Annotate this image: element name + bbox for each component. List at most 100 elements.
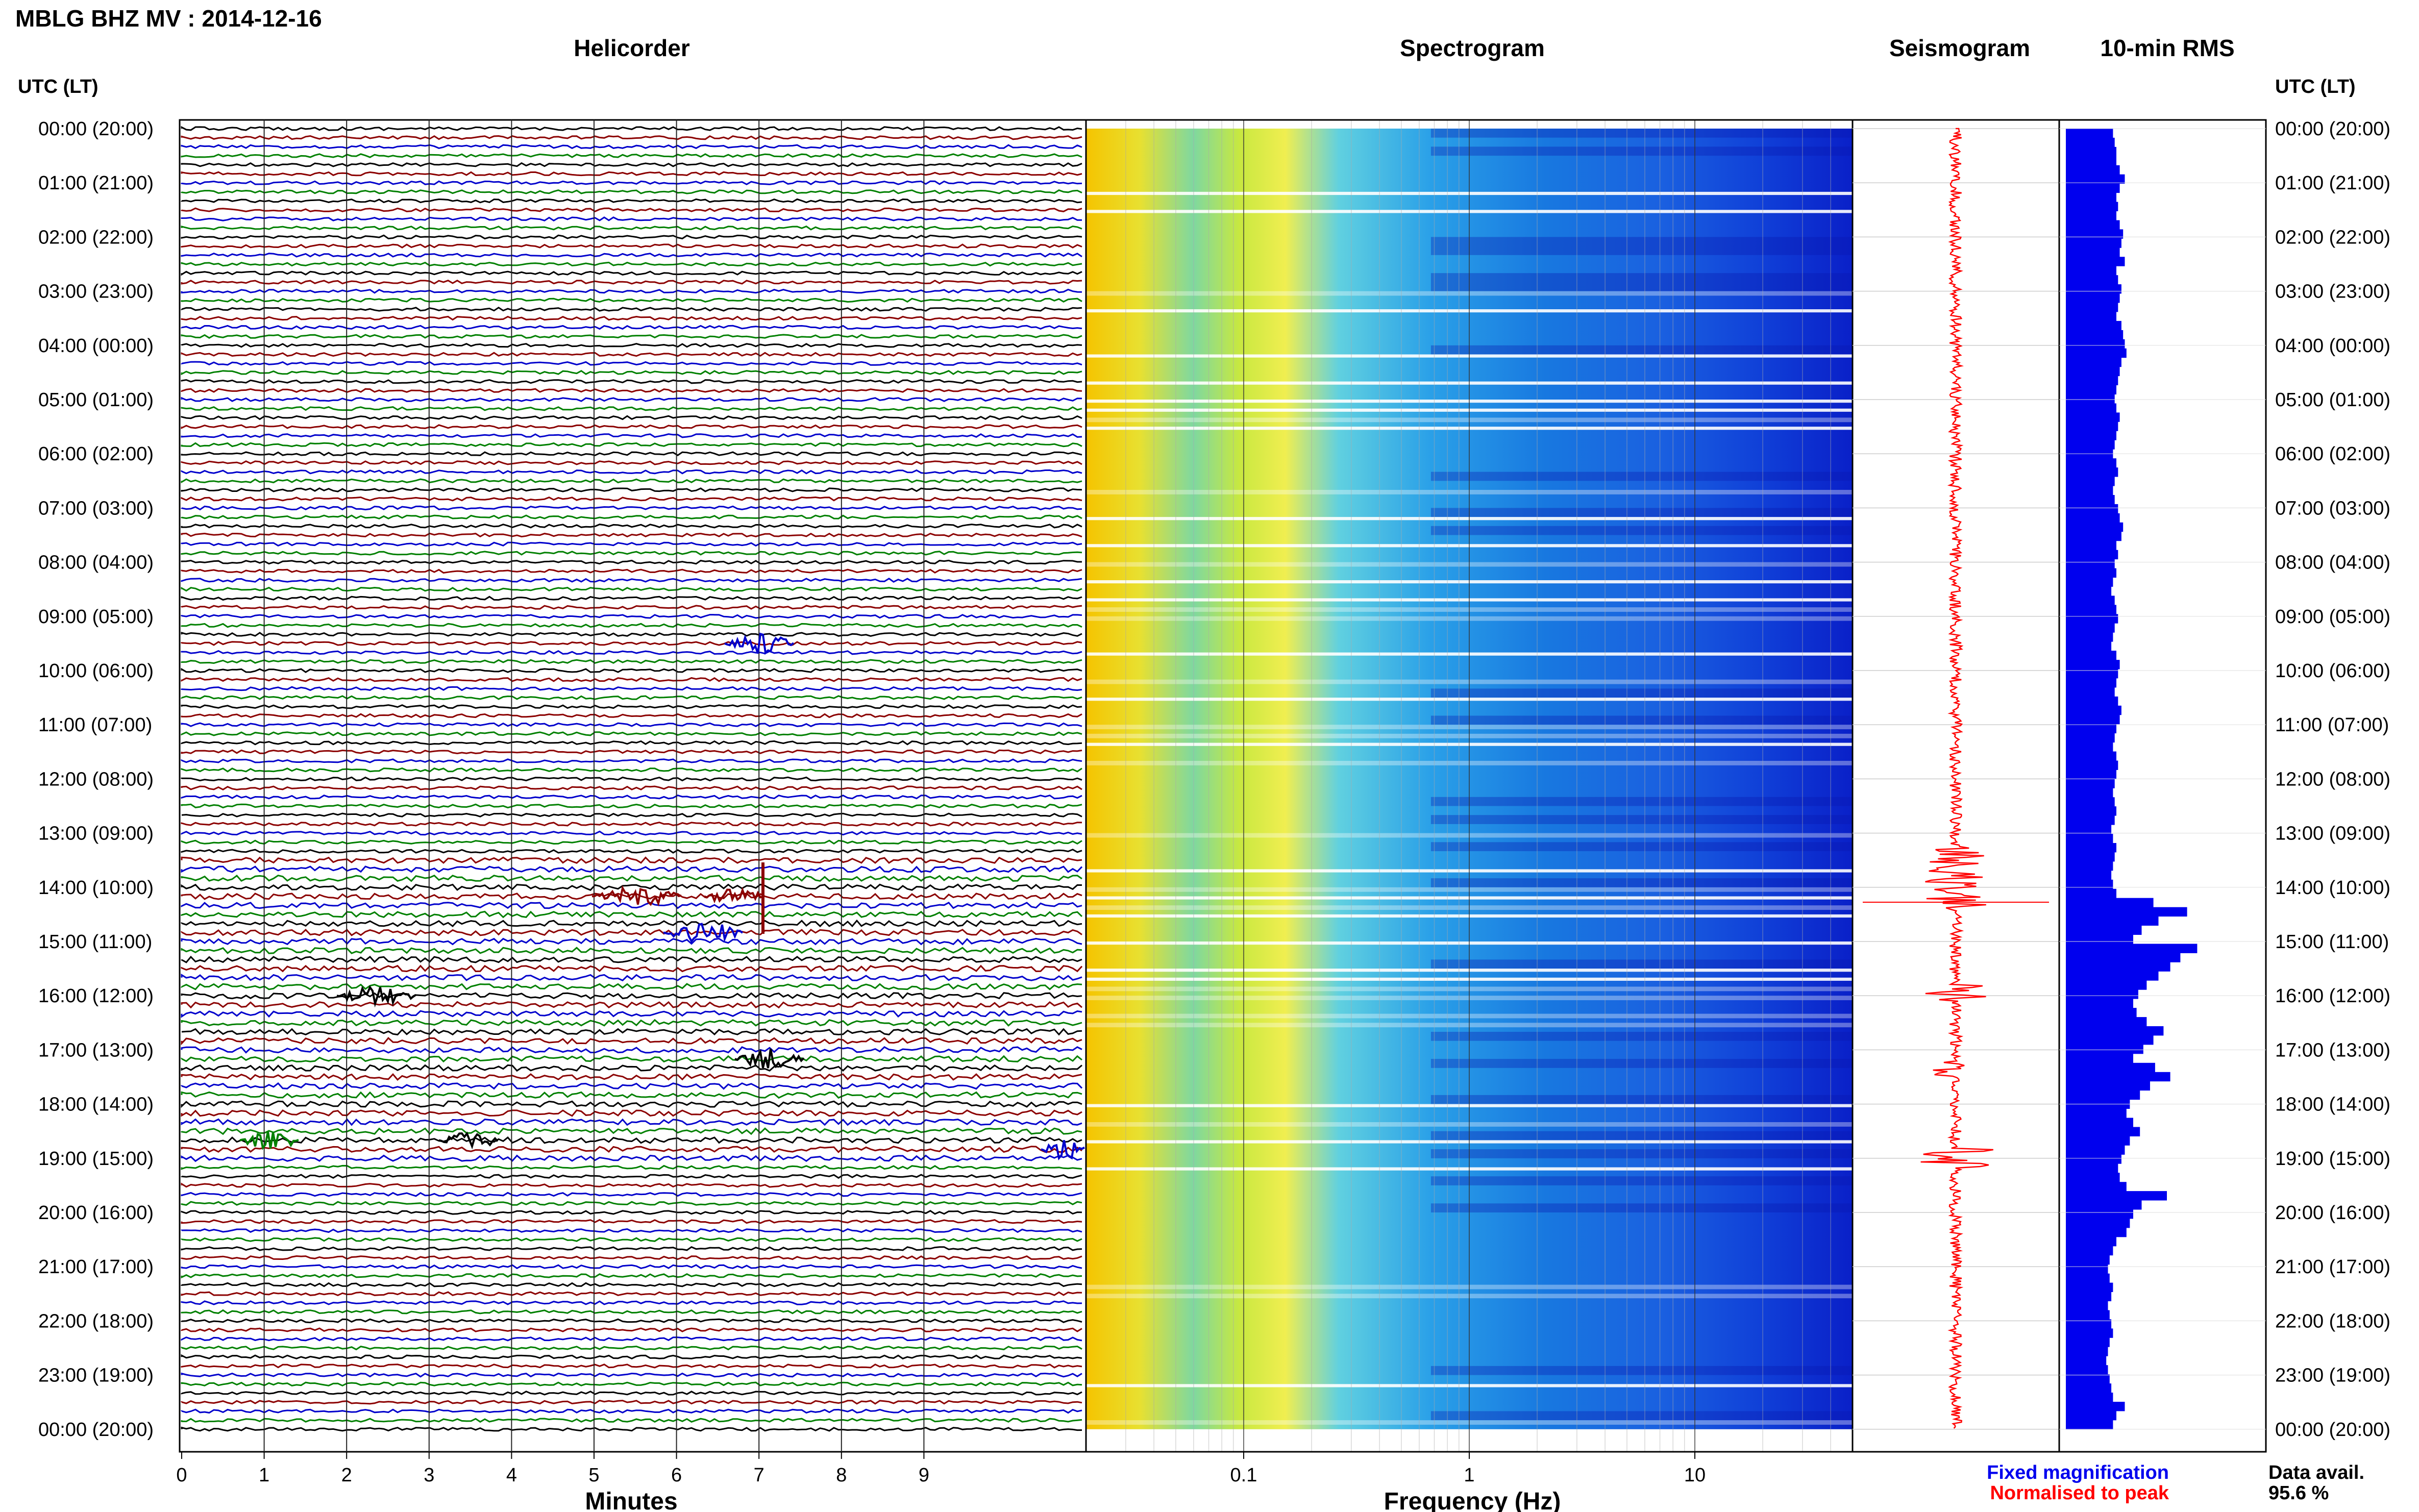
rms-bar (2066, 806, 2116, 816)
helicorder-trace (181, 270, 1082, 276)
helicorder-title: Helicorder (574, 35, 690, 61)
rms-bar (2066, 357, 2121, 367)
helicorder-trace (181, 361, 1082, 366)
rms-bar (2066, 1264, 2108, 1274)
helicorder-trace (181, 216, 1082, 221)
helicorder-trace (181, 919, 1082, 928)
rms-bar (2066, 495, 2115, 505)
helicorder-trace (181, 460, 1082, 465)
spectrogram-row (1430, 508, 1853, 517)
rms-bar (2066, 165, 2120, 175)
helicorder-trace (181, 334, 1082, 339)
helicorder-trace (181, 559, 1082, 565)
rms-bar (2066, 1145, 2125, 1155)
rms-bar (2066, 1383, 2112, 1393)
spectrogram-row (1430, 129, 1853, 138)
helicorder-trace (181, 325, 1082, 330)
rms-bar (2066, 1356, 2107, 1366)
helicorder-trace (181, 496, 1082, 502)
time-label-left: 13:00 (09:00) (38, 823, 154, 845)
helicorder-trace (181, 686, 1082, 691)
helicorder-trace (181, 973, 1082, 982)
rms-bar (2066, 888, 2116, 899)
helicorder-trace (181, 785, 1082, 791)
helicorder-trace (181, 1300, 1082, 1305)
rms-bar (2066, 971, 2159, 981)
time-label-right: 11:00 (07:00) (2275, 714, 2389, 736)
helicorder-trace (181, 1219, 1082, 1224)
helicorder-trace (181, 1418, 1082, 1423)
helicorder-event (239, 1131, 299, 1150)
helicorder-trace (181, 596, 1082, 601)
time-label-right: 10:00 (06:00) (2275, 660, 2390, 682)
rms-bar (2066, 852, 2115, 862)
helicorder-trace (181, 695, 1082, 700)
spectrogram-row (1430, 878, 1853, 887)
rms-bar (2066, 339, 2125, 349)
time-label-right: 15:00 (11:00) (2275, 931, 2389, 953)
rms-bar (2066, 440, 2115, 450)
minute-tick-label: 5 (588, 1465, 599, 1486)
rms-bar (2066, 1227, 2127, 1237)
spectrogram-row (1430, 1032, 1853, 1041)
helicorder-trace (181, 874, 1082, 882)
helicorder-trace (181, 767, 1082, 773)
helicorder-trace (181, 1127, 1082, 1135)
spectrogram-row (1430, 1411, 1853, 1421)
time-label-left: 18:00 (14:00) (38, 1094, 154, 1116)
rms-bar (2066, 422, 2118, 431)
time-label-right: 05:00 (01:00) (2275, 389, 2390, 411)
helicorder-trace (181, 937, 1082, 946)
rms-bar (2066, 431, 2116, 440)
time-label-right: 13:00 (09:00) (2275, 823, 2390, 845)
time-label-right: 09:00 (05:00) (2275, 606, 2390, 628)
seismogram-panel (1852, 119, 2060, 1453)
rms-bar (2066, 925, 2142, 935)
frequency-tick-label: 0.1 (1230, 1465, 1257, 1486)
spectrogram-row (1430, 688, 1853, 698)
helicorder-event (336, 985, 416, 1008)
rms-bar (2066, 1420, 2113, 1430)
rms-bar (2066, 760, 2118, 770)
minute-tick-label: 4 (506, 1465, 517, 1486)
helicorder-trace (181, 315, 1082, 321)
rms-bar (2066, 1090, 2140, 1100)
helicorder-trace (181, 856, 1082, 864)
helicorder-trace (181, 1182, 1082, 1188)
minute-tick-label: 2 (341, 1465, 352, 1486)
helicorder-trace (181, 704, 1082, 709)
helicorder-trace (181, 1264, 1082, 1270)
time-label-left: 01:00 (21:00) (38, 172, 154, 194)
rms-bar (2066, 651, 2116, 660)
rms-bar (2066, 1292, 2112, 1301)
time-label-left: 19:00 (15:00) (38, 1148, 154, 1170)
rms-bar (2066, 202, 2118, 211)
rms-bar (2066, 1191, 2167, 1201)
helicorder-trace (181, 1019, 1082, 1027)
minute-tick-label: 7 (754, 1465, 764, 1486)
helicorder-trace (181, 713, 1082, 718)
spectrogram-row (1430, 842, 1853, 851)
helicorder-trace (181, 964, 1083, 973)
frequency-axis-label: Frequency (Hz) (1384, 1488, 1561, 1512)
helicorder-trace (181, 1345, 1082, 1351)
time-label-right: 20:00 (16:00) (2275, 1202, 2390, 1224)
rms-bar (2066, 486, 2113, 495)
helicorder-trace (181, 1391, 1082, 1396)
rms-bar (2066, 174, 2125, 184)
rms-bar (2066, 146, 2116, 157)
helicorder-trace (181, 1109, 1082, 1117)
rms-bar (2066, 980, 2147, 990)
helicorder-trace (181, 1291, 1082, 1297)
helicorder-trace (181, 1010, 1082, 1018)
rms-bar (2066, 137, 2115, 147)
helicorder-trace (181, 839, 1082, 845)
rms-bar (2066, 284, 2121, 294)
helicorder-trace (181, 1073, 1082, 1081)
helicorder-trace (181, 288, 1082, 294)
minute-tick-label: 0 (176, 1465, 187, 1486)
helicorder-trace (181, 298, 1082, 303)
helicorder-trace (181, 1354, 1082, 1360)
rms-bar (2066, 742, 2113, 752)
helicorder-trace (181, 1091, 1082, 1099)
